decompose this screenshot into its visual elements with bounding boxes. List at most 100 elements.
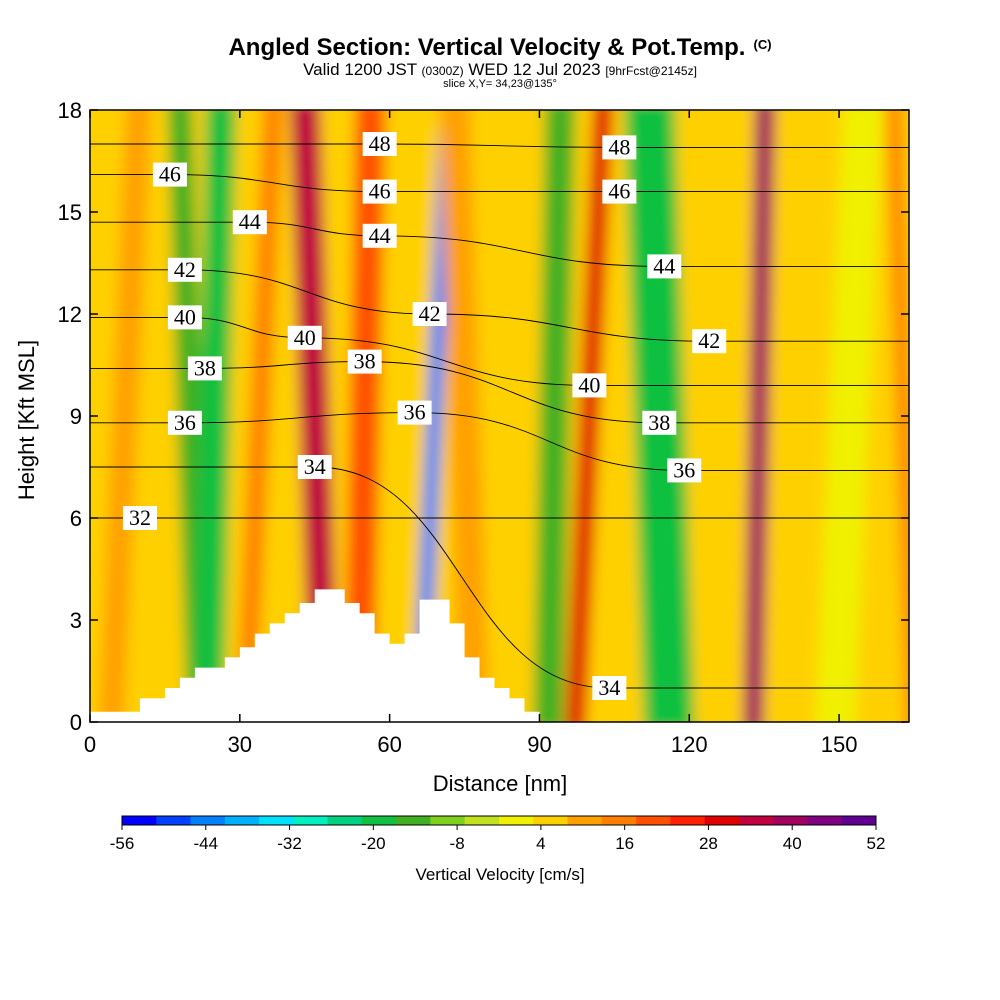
y-tick-label: 0 bbox=[70, 710, 82, 735]
colorbar-swatch bbox=[738, 816, 774, 825]
contour-label: 42 bbox=[167, 257, 202, 282]
colorbar-tick-label: -20 bbox=[361, 834, 386, 853]
contour-label: 32 bbox=[122, 505, 157, 530]
colorbar-tick-label: 28 bbox=[699, 834, 718, 853]
colorbar-swatch bbox=[773, 816, 808, 825]
contour-label: 40 bbox=[572, 372, 607, 398]
colorbar-swatch bbox=[533, 816, 569, 825]
contour-label: 46 bbox=[152, 162, 187, 187]
svg-text:40: 40 bbox=[174, 304, 196, 329]
svg-text:42: 42 bbox=[419, 301, 441, 326]
y-axis-label: Height [Kft MSL] bbox=[14, 340, 39, 500]
svg-text:36: 36 bbox=[174, 410, 196, 435]
contour-label: 42 bbox=[412, 301, 447, 326]
svg-text:42: 42 bbox=[174, 257, 196, 282]
pot-temp-contour bbox=[90, 221, 909, 267]
pot-temp-contour bbox=[90, 466, 909, 689]
colorbar-swatch bbox=[601, 816, 637, 825]
contour-label: 44 bbox=[232, 209, 267, 235]
velocity-band bbox=[565, 110, 613, 722]
colorbar-swatch bbox=[807, 816, 843, 825]
contour-label: 36 bbox=[667, 457, 702, 483]
contour-label: 38 bbox=[187, 355, 222, 381]
colorbar-swatch bbox=[464, 816, 500, 825]
x-axis-label: Distance [nm] bbox=[433, 771, 568, 796]
svg-text:46: 46 bbox=[159, 162, 181, 187]
y-tick-label: 3 bbox=[70, 608, 82, 633]
x-tick-label: 90 bbox=[527, 732, 551, 757]
svg-text:44: 44 bbox=[369, 223, 391, 248]
contour-label: 46 bbox=[602, 179, 637, 204]
x-tick-label: 150 bbox=[821, 732, 858, 757]
y-tick-label: 6 bbox=[70, 506, 82, 531]
terrain bbox=[90, 589, 540, 722]
y-tick-label: 18 bbox=[58, 98, 82, 123]
y-tick-label: 9 bbox=[70, 404, 82, 429]
colorbar-swatch bbox=[841, 816, 877, 825]
colorbar-swatch bbox=[430, 816, 466, 825]
svg-text:44: 44 bbox=[653, 253, 675, 278]
colorbar-swatch bbox=[190, 816, 226, 825]
contour-label: 36 bbox=[397, 400, 432, 425]
x-tick-label: 120 bbox=[671, 732, 708, 757]
colorbar-tick-label: 40 bbox=[783, 834, 802, 853]
velocity-band bbox=[533, 110, 576, 722]
colorbar-tick-label: 4 bbox=[536, 834, 545, 853]
colorbar-tick-label: -56 bbox=[110, 834, 135, 853]
x-tick-label: 0 bbox=[84, 732, 96, 757]
colorbar-tick-label: -8 bbox=[450, 834, 465, 853]
svg-text:38: 38 bbox=[648, 410, 670, 435]
x-tick-label: 60 bbox=[377, 732, 401, 757]
contour-label: 44 bbox=[362, 223, 397, 248]
svg-text:36: 36 bbox=[673, 457, 695, 482]
pot-temp-contours bbox=[90, 143, 909, 689]
svg-text:46: 46 bbox=[369, 179, 391, 204]
x-tick-label: 30 bbox=[228, 732, 252, 757]
chart-title: Angled Section: Vertical Velocity & Pot.… bbox=[228, 34, 772, 61]
contour-label: 40 bbox=[167, 304, 202, 330]
velocity-band bbox=[236, 110, 284, 722]
contour-label: 48 bbox=[602, 134, 637, 160]
contour-label: 48 bbox=[362, 131, 397, 156]
velocity-band bbox=[815, 110, 883, 722]
y-tick-label: 15 bbox=[58, 200, 82, 225]
svg-text:46: 46 bbox=[608, 179, 630, 204]
colorbar-swatch bbox=[224, 816, 260, 825]
colorbar-tick-label: 16 bbox=[615, 834, 634, 853]
svg-text:38: 38 bbox=[354, 349, 376, 374]
colorbar-tick-label: -44 bbox=[193, 834, 218, 853]
velocity-band bbox=[343, 110, 386, 722]
colorbar-label: Vertical Velocity [cm/s] bbox=[415, 865, 584, 884]
contour-label: 40 bbox=[287, 325, 322, 350]
y-tick-label: 12 bbox=[58, 302, 82, 327]
forecast-tag: [9hrFcst@2145z] bbox=[605, 64, 697, 78]
contour-label: 46 bbox=[362, 179, 397, 204]
svg-text:38: 38 bbox=[194, 355, 216, 380]
colorbar-swatch bbox=[499, 816, 534, 825]
colorbar-swatch bbox=[293, 816, 329, 825]
svg-text:40: 40 bbox=[578, 372, 600, 397]
svg-text:42: 42 bbox=[698, 328, 720, 353]
colorbar-tick-label: 52 bbox=[867, 834, 886, 853]
colorbar-swatch bbox=[396, 816, 431, 825]
slice-info: slice X,Y= 34,23@135° bbox=[443, 78, 557, 90]
colorbar-swatch bbox=[259, 816, 294, 825]
svg-text:34: 34 bbox=[304, 454, 326, 479]
contour-label: 38 bbox=[347, 349, 382, 374]
colorbar-swatch bbox=[156, 816, 192, 825]
svg-text:48: 48 bbox=[369, 131, 391, 156]
contour-label: 36 bbox=[167, 410, 202, 435]
velocity-band bbox=[194, 110, 236, 722]
contour-label: 38 bbox=[642, 410, 677, 435]
contour-label: 34 bbox=[592, 675, 627, 700]
colorbar-swatch bbox=[567, 816, 603, 825]
velocity-band bbox=[886, 110, 909, 722]
valid-line: Valid 1200 JST (0300Z) WED 12 Jul 2023 [… bbox=[303, 60, 697, 79]
colorbar-swatch bbox=[670, 816, 706, 825]
colorbar-swatch bbox=[327, 816, 363, 825]
svg-text:40: 40 bbox=[294, 325, 316, 350]
pot-temp-contour bbox=[90, 143, 909, 148]
